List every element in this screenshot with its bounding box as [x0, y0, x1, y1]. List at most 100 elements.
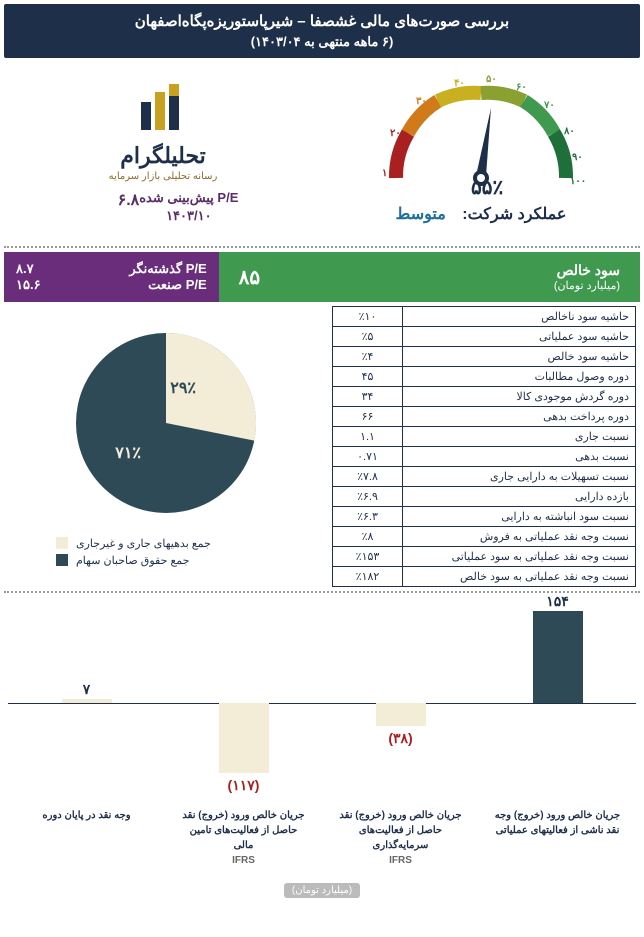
ratios-table: حاشیه سود ناخالص٪۱۰حاشیه سود عملیاتی٪۵حا…	[332, 306, 636, 587]
gauge-tick-30: ۳۰	[416, 96, 427, 107]
table-row: دوره وصول مطالبات۴۵	[333, 367, 636, 387]
table-row: نسبت وجه نقد عملیاتی به فروش٪۸	[333, 527, 636, 547]
header-subtitle: (۶ ماهه منتهی به ۱۴۰۳/۰۴)	[12, 34, 632, 50]
ratio-label: دوره گردش موجودی کالا	[403, 387, 636, 407]
bar-rect	[376, 703, 426, 726]
cashflow-bar-chart: ۱۵۴جریان خالص ورود (خروج) وجه نقد ناشی ا…	[8, 603, 636, 803]
ratio-value: ۶۶	[333, 407, 403, 427]
bar-item: (۱۱۷)جریان خالص ورود (خروج) نقد حاصل از …	[184, 603, 304, 803]
ratio-label: حاشیه سود ناخالص	[403, 307, 636, 327]
bar-value: (۳۸)	[388, 730, 412, 747]
ratio-value: ۴۵	[333, 367, 403, 387]
table-row: بازده دارایی٪۶.۹	[333, 487, 636, 507]
bar-sublabel: IFRS	[336, 853, 466, 868]
pe-forecast-block: P/E پیش‌بینی شده ۶.۸ ۱۴۰۳/۱۰	[88, 190, 239, 224]
table-row: نسبت تسهیلات به دارایی جاری٪۷.۸	[333, 467, 636, 487]
pe-industry-value: ۱۵.۶	[16, 277, 41, 293]
ratio-value: ٪۵	[333, 327, 403, 347]
ratio-label: نسبت جاری	[403, 427, 636, 447]
gauge-tick-60: ۶۰	[516, 82, 527, 93]
bar-label: جریان خالص ورود (خروج) نقد حاصل از فعالی…	[336, 808, 466, 868]
table-row: نسبت سود انباشته به دارایی٪۶.۳	[333, 507, 636, 527]
bar-item: ۱۵۴جریان خالص ورود (خروج) وجه نقد ناشی ا…	[498, 603, 618, 803]
brand-logo: تحلیلگرام رسانه تحلیلی بازار سرمایه	[109, 84, 218, 182]
bar-value: ۱۵۴	[546, 593, 569, 610]
net-profit-unit: (میلیارد تومان)	[554, 279, 620, 292]
header-title: بررسی صورت‌های مالی غشصفا – شیرپاستوریزه…	[12, 12, 632, 30]
gauge-tick-100: ۱۰۰	[570, 176, 586, 187]
gauge-tick-20: ۲۰	[390, 128, 401, 139]
brand-tagline: رسانه تحلیلی بازار سرمایه	[109, 171, 218, 182]
table-row: نسبت بدهی۰.۷۱	[333, 447, 636, 467]
ratio-label: دوره وصول مطالبات	[403, 367, 636, 387]
ratio-value: ٪۱۸۲	[333, 567, 403, 587]
bar-rect	[533, 611, 583, 703]
table-row: حاشیه سود ناخالص٪۱۰	[333, 307, 636, 327]
ratio-label: نسبت تسهیلات به دارایی جاری	[403, 467, 636, 487]
pie-slice-71: ۷۱٪	[114, 445, 141, 462]
net-profit-cell: سود خالص (میلیارد تومان) ۸۵	[219, 252, 640, 302]
ratio-label: نسبت سود انباشته به دارایی	[403, 507, 636, 527]
ratio-value: ٪۷.۸	[333, 467, 403, 487]
bar-unit: (میلیارد تومان)	[284, 883, 360, 898]
pe-industry-label: P/E صنعت	[148, 277, 207, 293]
net-profit-label: سود خالص	[557, 262, 620, 278]
ratio-label: نسبت وجه نقد عملیاتی به سود خالص	[403, 567, 636, 587]
ratio-label: دوره پرداخت بدهی	[403, 407, 636, 427]
brand-name: تحلیلگرام	[109, 143, 218, 169]
bar-footer: (میلیارد تومان)	[8, 883, 636, 898]
pe-forecast-date: ۱۴۰۳/۱۰	[88, 208, 239, 224]
gauge-chart: ۱۰ ۲۰ ۳۰ ۴۰ ۵۰ ۶۰ ۷۰ ۸۰ ۹۰ ۱۰۰ ۵۵٪	[376, 68, 586, 198]
table-row: نسبت وجه نقد عملیاتی به سود عملیاتی٪۱۵۳	[333, 547, 636, 567]
ratio-value: ٪۶.۳	[333, 507, 403, 527]
gauge-tick-40: ۴۰	[454, 78, 465, 89]
bar-item: ۷وجه نقد در پایان دوره	[27, 603, 147, 803]
gauge-percent: ۵۵٪	[471, 175, 503, 200]
gauge-tick-10: ۱۰	[382, 168, 393, 179]
table-row: حاشیه سود خالص٪۴	[333, 347, 636, 367]
table-row: دوره پرداخت بدهی۶۶	[333, 407, 636, 427]
ratio-label: نسبت وجه نقد عملیاتی به فروش	[403, 527, 636, 547]
pe-compare-cell: P/E گذشته‌نگر ۸.۷ P/E صنعت ۱۵.۶	[4, 252, 219, 302]
pe-forecast-label: P/E پیش‌بینی شده	[139, 190, 238, 205]
gauge-tick-70: ۷۰	[544, 100, 555, 111]
bar-item: (۳۸)جریان خالص ورود (خروج) نقد حاصل از ف…	[341, 603, 461, 803]
ratio-value: ۰.۷۱	[333, 447, 403, 467]
gauge-tick-50: ۵۰	[486, 74, 497, 85]
performance-row: عملکرد شرکت: متوسط	[396, 204, 567, 224]
table-row: نسبت جاری۱.۱	[333, 427, 636, 447]
legend-swatch-0	[56, 537, 68, 549]
ratio-value: ٪۸	[333, 527, 403, 547]
ratio-label: نسبت بدهی	[403, 447, 636, 467]
pie-legend: جمع بدهیهای جاری و غیرجاری جمع حقوق صاحب…	[56, 533, 276, 571]
page-header: بررسی صورت‌های مالی غشصفا – شیرپاستوریزه…	[4, 4, 640, 58]
performance-value: متوسط	[396, 206, 446, 223]
pie-chart: ۲۹٪ ۷۱٪	[66, 323, 266, 523]
table-row: دوره گردش موجودی کالا۳۴	[333, 387, 636, 407]
ratio-label: بازده دارایی	[403, 487, 636, 507]
gauge-tick-80: ۸۰	[564, 126, 575, 137]
pe-past-value: ۸.۷	[16, 261, 34, 277]
bar-label: جریان خالص ورود (خروج) نقد حاصل از فعالی…	[179, 808, 309, 868]
table-row: نسبت وجه نقد عملیاتی به سود خالص٪۱۸۲	[333, 567, 636, 587]
performance-label: عملکرد شرکت:	[462, 206, 566, 223]
net-profit-value: ۸۵	[239, 265, 260, 290]
bar-value: (۱۱۷)	[228, 777, 260, 794]
legend-label-0: جمع بدهیهای جاری و غیرجاری	[76, 537, 211, 550]
pe-forecast-value: ۶.۸	[118, 190, 140, 210]
ratio-value: ٪۴	[333, 347, 403, 367]
bar-sublabel: IFRS	[179, 853, 309, 868]
pe-past-label: P/E گذشته‌نگر	[129, 261, 206, 277]
pie-slice-29: ۲۹٪	[170, 380, 196, 397]
ratio-label: نسبت وجه نقد عملیاتی به سود عملیاتی	[403, 547, 636, 567]
tahlilgram-icon	[133, 84, 193, 134]
table-row: حاشیه سود عملیاتی٪۵	[333, 327, 636, 347]
legend-label-1: جمع حقوق صاحبان سهام	[76, 554, 189, 567]
ratio-value: ٪۶.۹	[333, 487, 403, 507]
bar-rect	[62, 699, 112, 703]
bar-label: جریان خالص ورود (خروج) وجه نقد ناشی از ف…	[493, 808, 623, 838]
bar-rect	[219, 703, 269, 773]
ratio-value: ٪۱۰	[333, 307, 403, 327]
gauge-tick-90: ۹۰	[572, 152, 583, 163]
ratio-value: ۱.۱	[333, 427, 403, 447]
